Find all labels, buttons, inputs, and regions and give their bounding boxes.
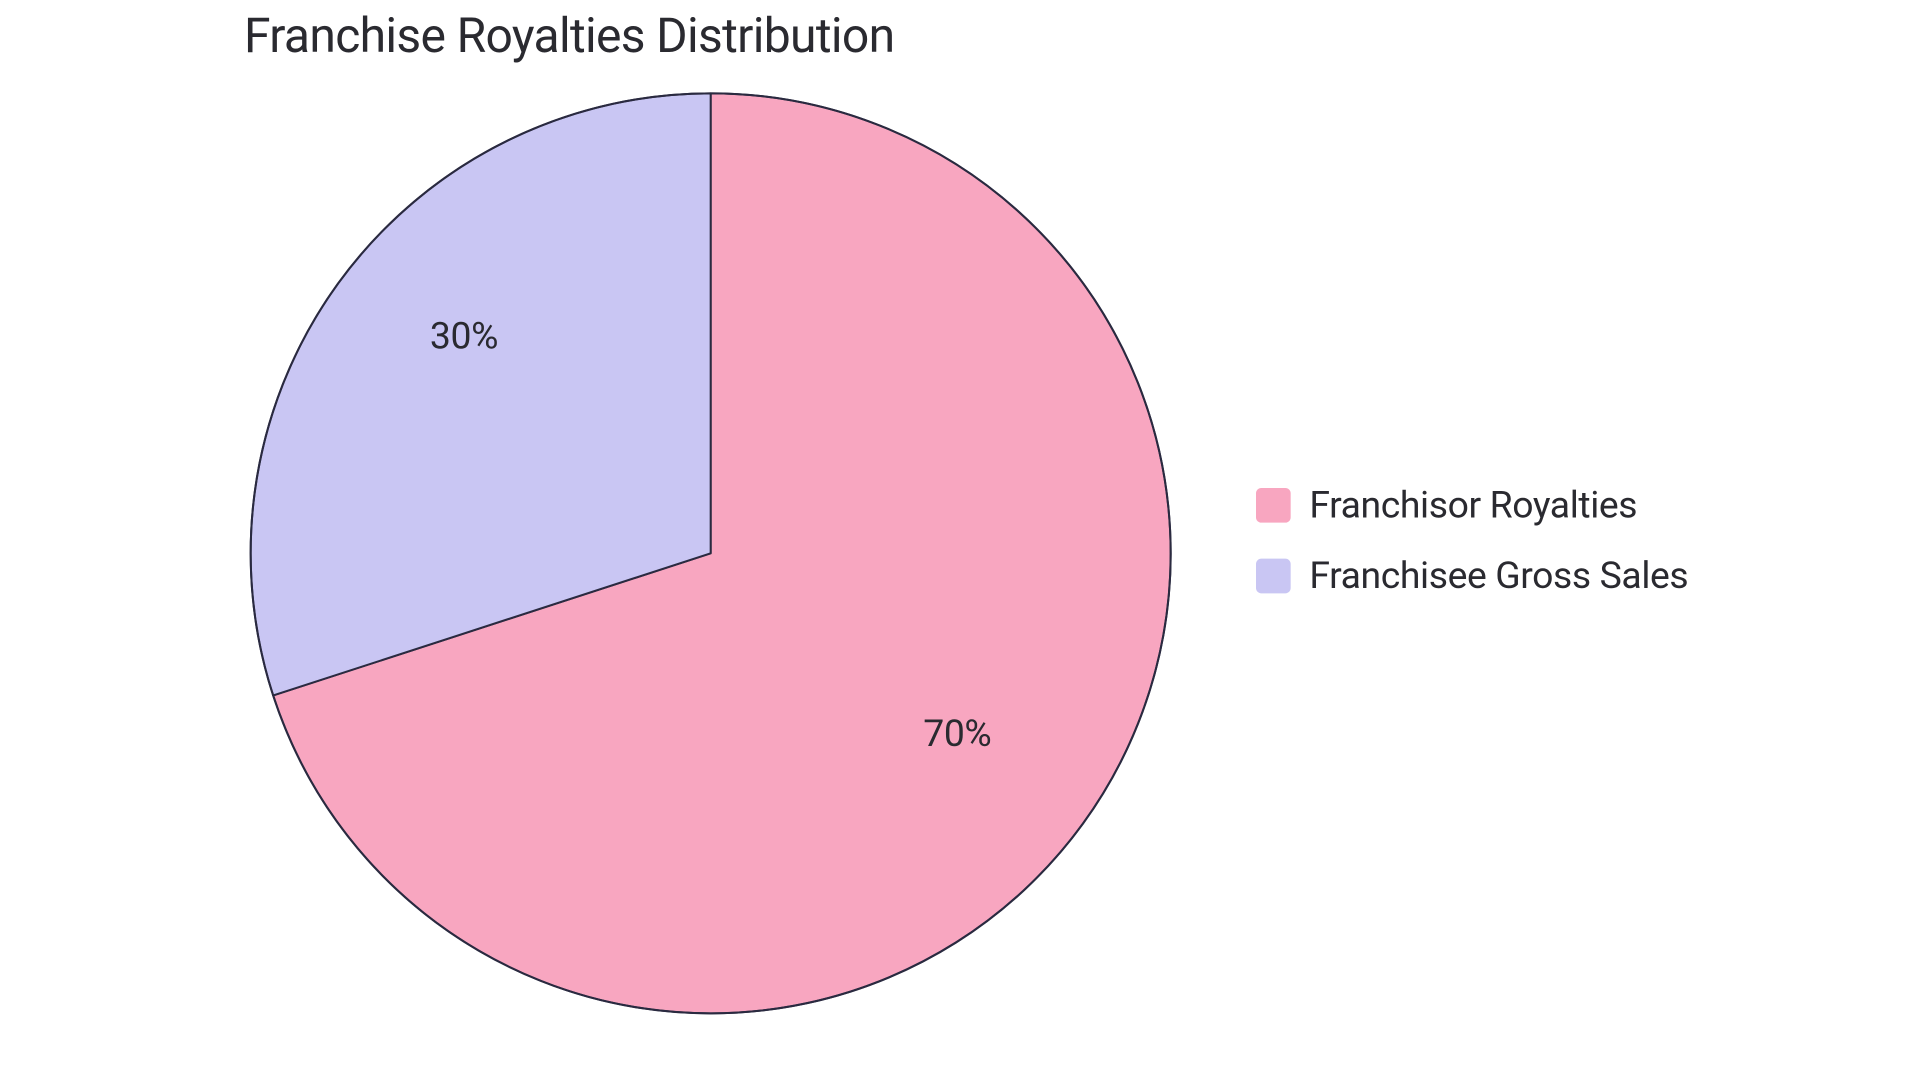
legend-swatch-1: [1256, 558, 1291, 593]
legend: Franchisor Royalties Franchisee Gross Sal…: [1256, 483, 1688, 598]
slice-label-0: 70%: [923, 711, 991, 755]
legend-swatch-0: [1256, 487, 1291, 522]
chart-stage: Franchise Royalties Distribution 70%30% …: [0, 0, 1920, 1080]
legend-item-1: Franchisee Gross Sales: [1256, 553, 1688, 597]
legend-label-1: Franchisee Gross Sales: [1309, 553, 1688, 597]
legend-label-0: Franchisor Royalties: [1309, 483, 1637, 527]
legend-item-0: Franchisor Royalties: [1256, 483, 1688, 527]
slice-label-1: 30%: [430, 314, 498, 358]
